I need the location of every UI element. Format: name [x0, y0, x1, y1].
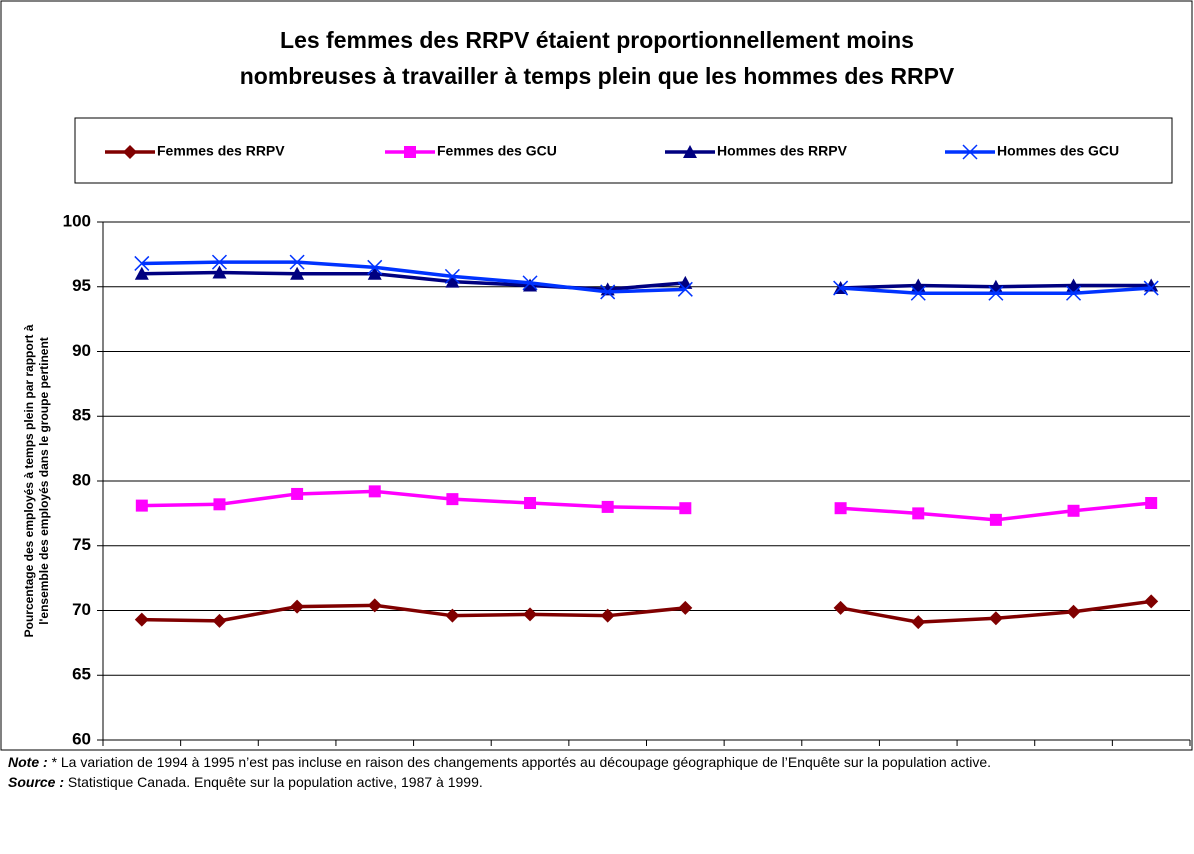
- marker: [679, 502, 692, 515]
- marker: [1066, 604, 1081, 619]
- marker: [290, 266, 305, 280]
- marker: [911, 615, 926, 630]
- marker: [1143, 280, 1159, 296]
- marker: [134, 255, 150, 271]
- marker: [444, 268, 460, 284]
- marker: [1067, 504, 1080, 517]
- marker: [211, 254, 227, 270]
- marker: [522, 275, 538, 291]
- marker: [600, 608, 615, 623]
- legend-label: Hommes des GCU: [997, 143, 1119, 159]
- marker: [123, 145, 137, 159]
- marker: [524, 497, 537, 510]
- marker: [833, 280, 849, 296]
- y-axis-title: l'ensemble des employés dans le groupe p…: [37, 337, 51, 625]
- chart-frame: [0, 0, 1193, 751]
- source-label: Source :: [8, 774, 65, 790]
- note-text: * La variation de 1994 à 1995 n’est pas …: [51, 754, 992, 770]
- y-tick-label: 70: [72, 600, 91, 619]
- source: Source : Statistique Canada. Enquête sur…: [8, 772, 1128, 792]
- marker: [445, 608, 460, 623]
- marker: [910, 285, 926, 301]
- marker: [368, 485, 381, 498]
- marker: [213, 498, 226, 511]
- marker: [1144, 594, 1159, 609]
- marker: [988, 611, 1003, 626]
- marker: [404, 146, 416, 158]
- legend-label: Femmes des RRPV: [157, 143, 285, 159]
- y-tick-label: 80: [72, 470, 91, 489]
- y-tick-label: 90: [72, 341, 91, 360]
- y-tick-label: 60: [72, 729, 91, 748]
- marker: [912, 507, 925, 520]
- source-text: Statistique Canada. Enquête sur la popul…: [67, 774, 483, 790]
- marker: [677, 281, 693, 297]
- y-tick-label: 95: [72, 276, 91, 295]
- marker: [833, 600, 848, 615]
- y-tick-label: 100: [63, 211, 91, 230]
- marker: [601, 500, 614, 513]
- marker: [911, 278, 926, 292]
- marker: [291, 487, 304, 500]
- y-tick-label: 65: [72, 665, 91, 684]
- y-tick-label: 75: [72, 535, 91, 554]
- marker: [683, 145, 697, 158]
- marker: [989, 513, 1002, 526]
- marker: [134, 266, 149, 280]
- chart-title: Les femmes des RRPV étaient proportionne…: [280, 27, 914, 53]
- marker: [212, 265, 227, 279]
- note-label: Note :: [8, 754, 48, 770]
- marker: [290, 599, 305, 614]
- note: Note : * La variation de 1994 à 1995 n’e…: [8, 752, 1128, 772]
- marker: [523, 278, 538, 292]
- marker: [1145, 497, 1158, 510]
- legend-label: Femmes des GCU: [437, 143, 557, 159]
- marker: [135, 499, 148, 512]
- chart: Les femmes des RRPV étaient proportionne…: [0, 0, 1193, 751]
- marker: [600, 284, 616, 300]
- marker: [134, 612, 149, 627]
- marker: [367, 266, 382, 280]
- marker: [962, 144, 978, 160]
- notes: Note : * La variation de 1994 à 1995 n’e…: [8, 752, 1128, 792]
- marker: [1066, 278, 1081, 292]
- marker: [834, 502, 847, 515]
- marker: [367, 259, 383, 275]
- marker: [446, 493, 459, 506]
- y-axis-title: Pourcentage des employés à temps plein p…: [22, 324, 36, 637]
- marker: [988, 285, 1004, 301]
- chart-title: nombreuses à travailler à temps plein qu…: [240, 63, 955, 89]
- y-tick-label: 85: [72, 406, 91, 425]
- marker: [367, 598, 382, 613]
- marker: [678, 600, 693, 615]
- marker: [289, 254, 305, 270]
- marker: [1066, 285, 1082, 301]
- legend-label: Hommes des RRPV: [717, 143, 848, 159]
- marker: [212, 613, 227, 628]
- marker: [523, 607, 538, 622]
- marker: [445, 274, 460, 288]
